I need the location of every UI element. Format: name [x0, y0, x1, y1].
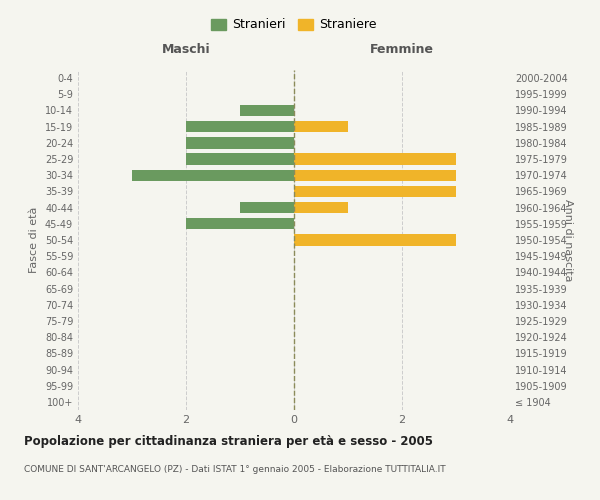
Text: Popolazione per cittadinanza straniera per età e sesso - 2005: Popolazione per cittadinanza straniera p… — [24, 435, 433, 448]
Y-axis label: Anni di nascita: Anni di nascita — [563, 198, 573, 281]
Text: Femmine: Femmine — [370, 44, 434, 57]
Bar — [294, 234, 456, 246]
Y-axis label: Fasce di età: Fasce di età — [29, 207, 39, 273]
Bar — [132, 170, 294, 181]
Text: COMUNE DI SANT'ARCANGELO (PZ) - Dati ISTAT 1° gennaio 2005 - Elaborazione TUTTIT: COMUNE DI SANT'ARCANGELO (PZ) - Dati IST… — [24, 465, 446, 474]
Text: Maschi: Maschi — [161, 44, 211, 57]
Bar — [294, 202, 348, 213]
Bar — [294, 121, 348, 132]
Bar — [186, 121, 294, 132]
Bar — [186, 218, 294, 230]
Bar — [294, 186, 456, 197]
Bar — [294, 170, 456, 181]
Bar — [240, 105, 294, 116]
Bar — [186, 154, 294, 164]
Bar — [294, 154, 456, 164]
Legend: Stranieri, Straniere: Stranieri, Straniere — [211, 18, 377, 32]
Bar — [186, 137, 294, 148]
Bar — [240, 202, 294, 213]
